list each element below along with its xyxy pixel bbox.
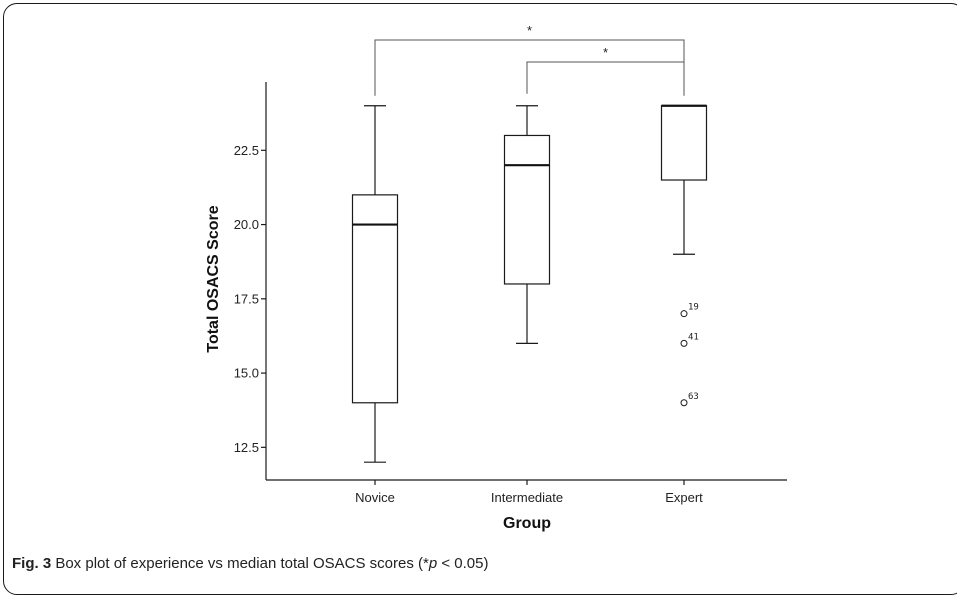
significance-marker: * xyxy=(527,23,532,38)
caption-text-end: < 0.05) xyxy=(437,555,489,572)
figure-label: Fig. 3 xyxy=(12,555,52,572)
box-novice xyxy=(351,105,399,463)
iqr-box xyxy=(660,105,708,181)
x-axis-ticks: Novice Intermediate Expert xyxy=(355,480,703,505)
y-axis-ticks: 12.5 15.0 17.5 20.0 22.5 xyxy=(234,143,266,455)
y-tick-label: 12.5 xyxy=(234,440,259,455)
x-tick-label: Novice xyxy=(355,490,395,505)
y-axis-title: Total OSACS Score xyxy=(205,205,222,352)
outlier-point xyxy=(680,310,688,318)
x-tick-label: Intermediate xyxy=(491,490,563,505)
outlier-point xyxy=(680,339,688,347)
significance-brackets: ** xyxy=(374,23,685,96)
y-tick-label: 20.0 xyxy=(234,217,259,232)
box-series: 19 41 63 xyxy=(351,104,708,463)
iqr-box xyxy=(503,134,551,285)
significance-bracket xyxy=(374,39,685,96)
significance-marker: * xyxy=(603,45,608,60)
iqr-box xyxy=(351,194,399,404)
y-tick-label: 17.5 xyxy=(234,291,259,306)
caption-text-start: Box plot of experience vs median total O… xyxy=(51,555,429,572)
y-tick-label: 15.0 xyxy=(234,366,259,381)
box-expert: 19 41 63 xyxy=(660,104,708,407)
figure-caption: Fig. 3 Box plot of experience vs median … xyxy=(12,555,489,572)
box-intermediate xyxy=(503,105,551,344)
y-tick-label: 22.5 xyxy=(234,143,259,158)
x-tick-label: Expert xyxy=(665,490,703,505)
box-plot-chart: 12.5 15.0 17.5 20.0 22.5 Novice Intermediate E… xyxy=(205,23,787,532)
x-axis-title: Group xyxy=(503,515,551,532)
outlier-label: 63 xyxy=(688,392,699,402)
outlier-label: 41 xyxy=(688,332,699,342)
caption-p-symbol: p xyxy=(428,555,438,572)
significance-bracket xyxy=(526,61,685,94)
outlier-label: 19 xyxy=(688,303,699,313)
outlier-point xyxy=(680,399,688,407)
